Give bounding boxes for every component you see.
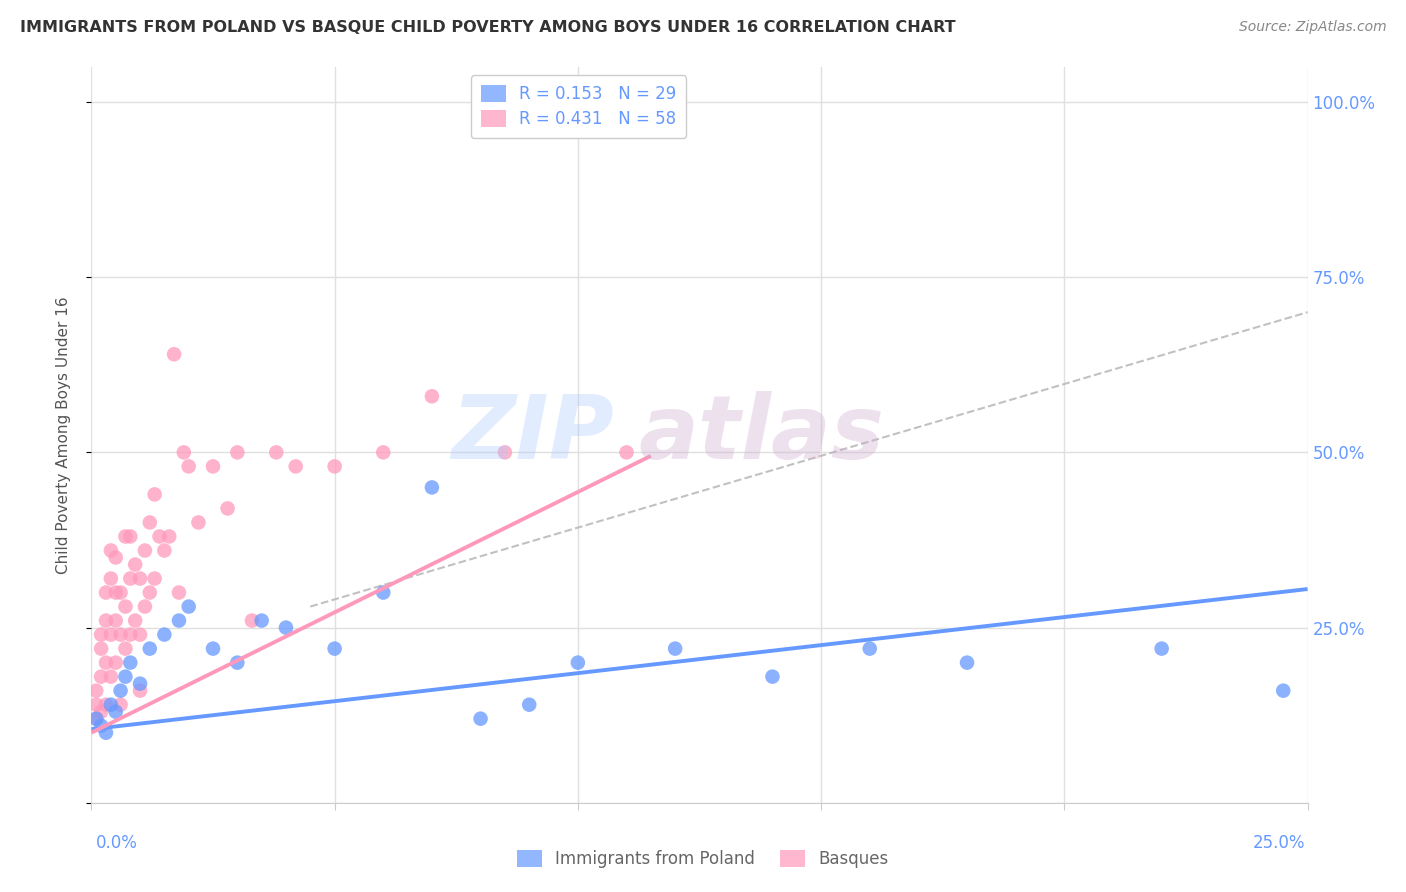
Legend: R = 0.153   N = 29, R = 0.431   N = 58: R = 0.153 N = 29, R = 0.431 N = 58 — [471, 75, 686, 138]
Point — [90, 641, 112, 656]
Point — [104, 550, 127, 565]
Point — [956, 656, 979, 670]
Point — [859, 641, 882, 656]
Point — [129, 572, 152, 586]
Point — [202, 641, 225, 656]
Point — [104, 705, 127, 719]
Point — [120, 627, 142, 641]
Point — [616, 445, 638, 459]
Point — [110, 698, 132, 712]
Point — [110, 627, 132, 641]
Point — [129, 627, 152, 641]
Point — [84, 712, 107, 726]
Point — [94, 585, 117, 599]
Text: ZIP: ZIP — [451, 392, 614, 478]
Point — [120, 572, 142, 586]
Point — [100, 670, 122, 684]
Point — [567, 656, 589, 670]
Text: atlas: atlas — [638, 392, 884, 478]
Point — [139, 641, 162, 656]
Legend: Immigrants from Poland, Basques: Immigrants from Poland, Basques — [510, 843, 896, 875]
Point — [100, 698, 122, 712]
Point — [100, 572, 122, 586]
Point — [373, 585, 395, 599]
Point — [100, 543, 122, 558]
Point — [157, 529, 180, 543]
Point — [134, 599, 156, 614]
Point — [240, 614, 263, 628]
Point — [470, 712, 492, 726]
Point — [1272, 683, 1295, 698]
Point — [120, 656, 142, 670]
Point — [134, 543, 156, 558]
Point — [129, 676, 152, 690]
Y-axis label: Child Poverty Among Boys Under 16: Child Poverty Among Boys Under 16 — [56, 296, 70, 574]
Point — [420, 480, 443, 494]
Point — [100, 627, 122, 641]
Point — [124, 558, 146, 572]
Point — [323, 459, 346, 474]
Point — [104, 585, 127, 599]
Point — [664, 641, 686, 656]
Point — [84, 683, 107, 698]
Point — [84, 698, 107, 712]
Point — [104, 656, 127, 670]
Point — [153, 543, 176, 558]
Point — [167, 614, 190, 628]
Point — [250, 614, 273, 628]
Point — [114, 599, 136, 614]
Text: 0.0%: 0.0% — [96, 834, 138, 852]
Point — [173, 445, 195, 459]
Point — [202, 459, 225, 474]
Point — [148, 529, 170, 543]
Point — [167, 585, 190, 599]
Point — [323, 641, 346, 656]
Point — [274, 621, 297, 635]
Text: 25.0%: 25.0% — [1253, 834, 1305, 852]
Point — [124, 614, 146, 628]
Point — [139, 585, 162, 599]
Point — [90, 719, 112, 733]
Point — [187, 516, 209, 530]
Point — [217, 501, 239, 516]
Point — [226, 445, 249, 459]
Point — [226, 656, 249, 670]
Point — [143, 572, 166, 586]
Point — [373, 445, 395, 459]
Point — [90, 670, 112, 684]
Point — [177, 599, 200, 614]
Point — [494, 445, 516, 459]
Point — [139, 516, 162, 530]
Text: IMMIGRANTS FROM POLAND VS BASQUE CHILD POVERTY AMONG BOYS UNDER 16 CORRELATION C: IMMIGRANTS FROM POLAND VS BASQUE CHILD P… — [20, 20, 955, 35]
Point — [94, 614, 117, 628]
Point — [153, 627, 176, 641]
Point — [120, 529, 142, 543]
Point — [110, 683, 132, 698]
Point — [114, 641, 136, 656]
Point — [761, 670, 783, 684]
Point — [110, 585, 132, 599]
Point — [420, 389, 443, 403]
Point — [143, 487, 166, 501]
Point — [163, 347, 186, 361]
Point — [90, 705, 112, 719]
Point — [177, 459, 200, 474]
Point — [94, 698, 117, 712]
Text: Source: ZipAtlas.com: Source: ZipAtlas.com — [1239, 20, 1386, 34]
Point — [1150, 641, 1173, 656]
Point — [114, 529, 136, 543]
Point — [94, 656, 117, 670]
Point — [284, 459, 307, 474]
Point — [129, 683, 152, 698]
Point — [264, 445, 287, 459]
Point — [104, 614, 127, 628]
Point — [84, 712, 107, 726]
Point — [90, 627, 112, 641]
Point — [114, 670, 136, 684]
Point — [517, 698, 540, 712]
Point — [94, 725, 117, 739]
